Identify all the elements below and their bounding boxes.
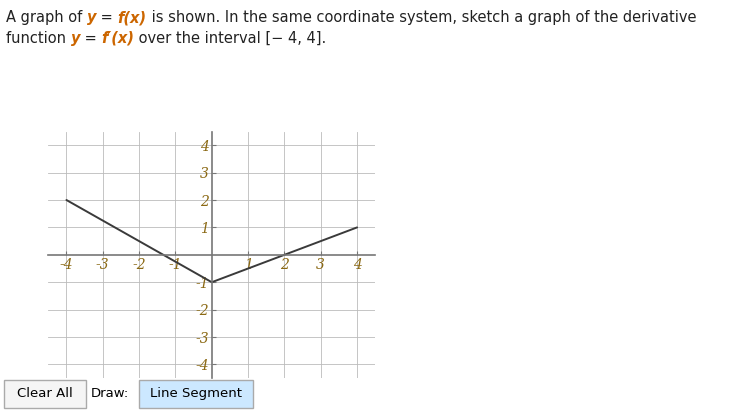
Text: Draw:: Draw: bbox=[91, 387, 129, 400]
Text: =: = bbox=[80, 31, 102, 46]
Text: y: y bbox=[71, 31, 80, 46]
Text: over the interval [− 4, 4].: over the interval [− 4, 4]. bbox=[134, 31, 327, 46]
FancyBboxPatch shape bbox=[4, 380, 86, 408]
Text: A graph of: A graph of bbox=[6, 10, 87, 25]
Text: Clear All: Clear All bbox=[17, 387, 73, 400]
Text: f(x): f(x) bbox=[117, 10, 146, 25]
Text: function: function bbox=[6, 31, 71, 46]
Text: =: = bbox=[97, 10, 117, 25]
Text: y: y bbox=[87, 10, 97, 25]
Text: Line Segment: Line Segment bbox=[150, 387, 242, 400]
Text: is shown. In the same coordinate system, sketch a graph of the derivative: is shown. In the same coordinate system,… bbox=[146, 10, 696, 25]
FancyBboxPatch shape bbox=[139, 380, 253, 408]
Text: f′(x): f′(x) bbox=[102, 31, 134, 46]
